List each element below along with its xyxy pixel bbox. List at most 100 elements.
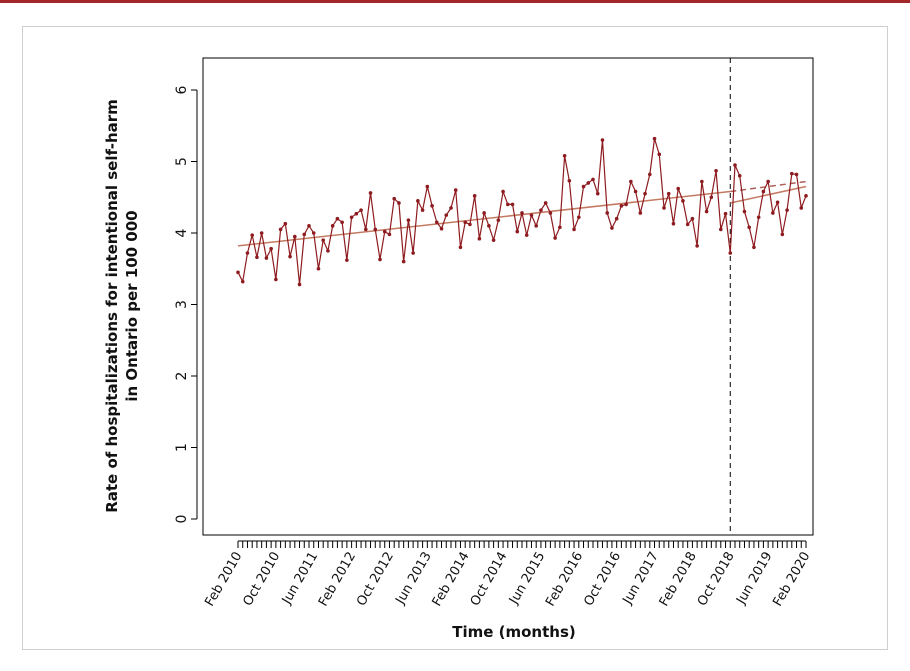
data-point [775, 200, 780, 205]
data-point [666, 191, 671, 196]
data-point [728, 251, 733, 255]
data-point [804, 194, 808, 198]
data-point [382, 229, 387, 234]
trend-line [730, 180, 807, 193]
data-point [311, 231, 316, 235]
x-tick-label: Feb 2012 [316, 550, 359, 610]
data-point [676, 186, 680, 191]
data-point [435, 220, 439, 225]
data-point [648, 172, 652, 177]
data-point [496, 218, 501, 222]
data-point [733, 163, 737, 167]
data-point [685, 222, 690, 227]
data-point [780, 232, 785, 237]
data-point [302, 232, 307, 237]
data-point [799, 206, 804, 210]
x-tick-label: Jun 2017 [620, 550, 662, 608]
data-point [785, 208, 789, 212]
data-point [250, 233, 254, 237]
data-point [278, 227, 283, 232]
data-point [605, 211, 609, 215]
data-point [392, 196, 397, 201]
data-point [349, 215, 354, 220]
data-point [491, 238, 496, 242]
x-tick-label: Jun 2015 [506, 550, 548, 608]
data-point [463, 220, 468, 225]
data-point [681, 199, 685, 203]
y-axis-title: Rate of hospitalizations for intentional… [103, 99, 121, 513]
data-point [600, 138, 605, 142]
data-point [742, 209, 747, 214]
y-tick-label: 3 [174, 300, 190, 309]
data-point [373, 227, 378, 232]
data-point [652, 136, 657, 141]
data-point [444, 213, 449, 217]
data-point [619, 204, 624, 208]
data-point [307, 224, 311, 228]
x-tick-label: Oct 2014 [468, 550, 511, 609]
data-point [747, 225, 751, 230]
data-point [610, 226, 614, 230]
y-tick-label: 1 [174, 443, 190, 452]
x-tick-label: Feb 2010 [202, 550, 245, 610]
data-point [572, 227, 576, 232]
data-point [671, 221, 676, 226]
data-point [539, 208, 543, 212]
data-point [633, 189, 638, 194]
data-point [439, 226, 444, 231]
card [22, 26, 888, 650]
data-point [510, 202, 515, 207]
data-point [288, 254, 292, 259]
data-point [364, 227, 368, 232]
data-point [794, 172, 799, 177]
data-point [638, 211, 643, 215]
data-point [520, 211, 524, 215]
x-axis-title: Time (months) [452, 623, 576, 641]
data-point [690, 216, 695, 221]
data-point [330, 224, 335, 228]
y-tick-label: 4 [174, 228, 190, 237]
y-tick-label: 0 [174, 515, 190, 524]
top-bar [0, 0, 910, 3]
data-point [723, 211, 728, 216]
data-point [581, 184, 586, 189]
data-point [624, 202, 628, 207]
data-point [468, 222, 472, 227]
data-point [482, 211, 486, 215]
x-tick-label: Oct 2012 [354, 550, 397, 609]
data-point [449, 206, 453, 210]
data-point [771, 211, 775, 215]
data-point [401, 259, 406, 264]
data-point [240, 279, 245, 284]
data-point [425, 184, 430, 189]
data-point [430, 204, 434, 208]
data-point [283, 221, 288, 226]
data-point [562, 153, 567, 158]
y-tick-label: 6 [174, 85, 190, 94]
data-point [359, 208, 363, 212]
data-point [595, 191, 600, 196]
data-point [293, 234, 297, 239]
data-point [643, 191, 647, 196]
trend-line [237, 190, 731, 247]
data-point [335, 216, 340, 221]
data-point [662, 206, 666, 210]
data-point [458, 245, 463, 250]
data-point [752, 245, 756, 250]
data-point [591, 177, 595, 182]
data-point [487, 224, 491, 228]
data-point [420, 208, 425, 212]
data-point [761, 189, 766, 194]
data-point [515, 229, 520, 234]
data-point [416, 199, 420, 203]
y-tick-label: 2 [174, 372, 190, 381]
data-point [245, 251, 250, 255]
x-tick-label: Jun 2013 [393, 550, 435, 608]
data-point [378, 257, 382, 262]
data-point [411, 251, 415, 255]
data-point [269, 246, 273, 251]
data-point [255, 255, 259, 260]
data-point [477, 236, 482, 241]
data-point [326, 249, 330, 253]
